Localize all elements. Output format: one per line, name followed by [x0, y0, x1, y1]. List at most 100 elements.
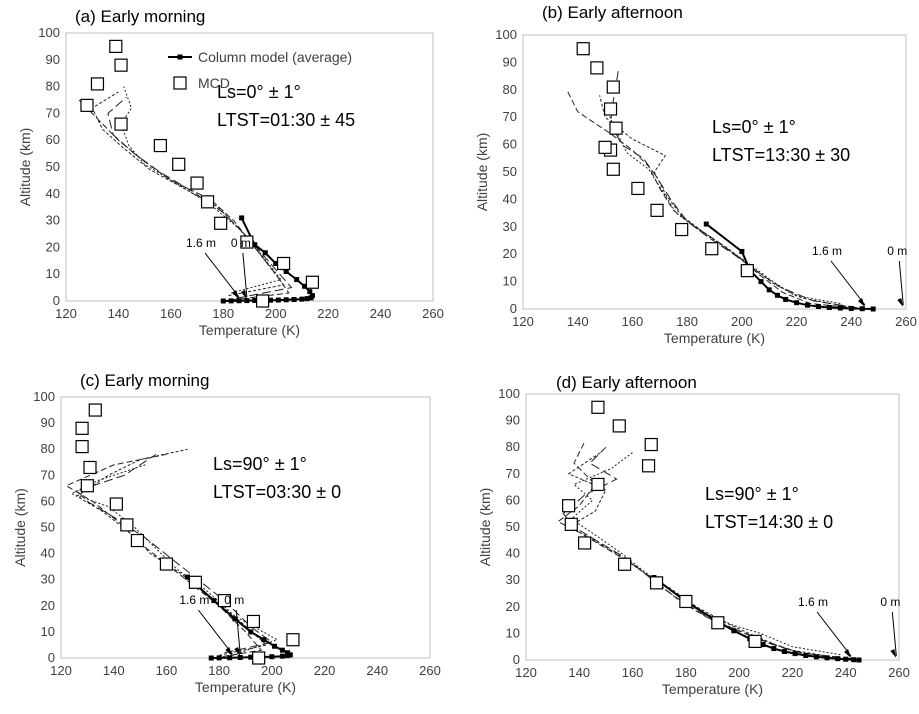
label-0m: 0 m [887, 244, 907, 258]
panel-title: (a) Early morning [75, 7, 205, 26]
panel-3: (c) Early morning 0 10 20 30 40 50 60 70 80 90 100 1… [12, 371, 441, 695]
column-model-point [826, 304, 832, 310]
column-model-point [731, 628, 737, 634]
y-tick-label: 100 [495, 27, 517, 42]
column-model-point [824, 655, 830, 661]
x-tick-label: 140 [108, 306, 130, 321]
y-tick-label: 20 [41, 598, 55, 613]
column-model-point [843, 656, 849, 662]
y-tick-label: 60 [506, 492, 520, 507]
y-tick-label: 90 [41, 415, 55, 430]
mcd-point [606, 162, 620, 176]
y-tick-label: 90 [506, 413, 520, 428]
y-tick-label: 50 [41, 520, 55, 535]
mcd-point [675, 222, 689, 237]
column-model-point [859, 306, 865, 312]
mcd-point [305, 275, 320, 289]
column-model-point [273, 260, 279, 266]
mcd-point [564, 517, 578, 531]
x-tick-label: 200 [728, 665, 750, 680]
arrowhead-1-6m [857, 298, 865, 307]
column-model-point [299, 296, 305, 302]
mcd-point [109, 39, 123, 54]
mcd-point [75, 421, 89, 435]
x-tick-label: 220 [317, 306, 339, 321]
mcd-point [80, 479, 94, 493]
x-tick-label: 160 [622, 314, 644, 329]
y-tick-label: 10 [46, 266, 60, 281]
column-model-point [781, 648, 787, 654]
column-model-point [285, 653, 291, 659]
arrow-0m [235, 609, 241, 655]
y-tick-label: 30 [46, 213, 60, 228]
mcd-point [711, 616, 725, 630]
x-tick-label: 220 [782, 665, 804, 680]
mcd-point [606, 80, 620, 94]
y-tick-label: 10 [503, 274, 517, 289]
legend-model-label: Column model (average) [198, 49, 352, 65]
model-run-line [107, 96, 293, 299]
y-tick-label: 0 [513, 652, 520, 667]
panel-4: (d) Early afternoon 0 10 20 30 40 50 60 70 80 90 10… [477, 373, 910, 697]
column-model-point [783, 296, 789, 302]
x-tick-label: 180 [676, 314, 698, 329]
label-1-6m: 1.6 m [179, 593, 209, 607]
mcd-point [214, 216, 228, 230]
column-model-point [244, 298, 250, 304]
column-model-line [653, 576, 860, 661]
condition-annotation: LTST=03:30 ± 0 [213, 482, 341, 502]
x-tick-label: 160 [622, 665, 644, 680]
y-tick-label: 0 [53, 293, 60, 308]
arrow-1-6m [197, 609, 233, 655]
y-tick-label: 70 [46, 105, 60, 120]
mcd-point [591, 477, 605, 492]
column-model-point [291, 297, 297, 303]
plot-area-frame [60, 396, 431, 659]
x-tick-label: 120 [50, 663, 72, 678]
legend: Column model (average) MCD [168, 49, 352, 91]
column-model-point [261, 637, 267, 643]
mcd-point [705, 242, 719, 256]
column-model-point [766, 287, 772, 293]
y-axis-label: Altitude (km) [12, 488, 28, 567]
x-axis-label: Temperature (K) [664, 330, 765, 346]
condition-annotation: LTST=14:30 ± 0 [705, 512, 833, 532]
x-tick-label: 260 [419, 663, 441, 678]
mcd-point [641, 459, 656, 473]
mcd-point [576, 42, 590, 56]
y-tick-label: 90 [46, 52, 60, 67]
mcd-point [617, 557, 632, 571]
y-tick-label: 80 [506, 439, 520, 454]
column-model-point [227, 655, 233, 661]
column-model-point [211, 598, 217, 604]
mcd-point [644, 437, 658, 452]
x-tick-label: 180 [675, 665, 697, 680]
condition-annotation: Ls=0° ± 1° [712, 117, 796, 137]
mcd-point [114, 117, 128, 131]
mcd-point [190, 176, 204, 190]
y-tick-label: 20 [503, 246, 517, 261]
column-model-point [803, 652, 809, 658]
column-model-point [813, 654, 819, 660]
column-model-point [771, 646, 777, 652]
y-tick-label: 40 [503, 191, 517, 206]
arrow-0m [898, 260, 904, 306]
column-model-point [236, 298, 242, 304]
plot-area-frame [522, 34, 907, 310]
y-tick-label: 100 [498, 386, 520, 401]
mcd-point [130, 533, 145, 548]
x-tick-label: 140 [567, 314, 589, 329]
arrow-0m [242, 252, 248, 298]
y-tick-label: 40 [46, 186, 60, 201]
column-model-point [848, 305, 854, 311]
x-tick-label: 260 [422, 306, 444, 321]
y-tick-label: 60 [503, 137, 517, 152]
column-model-line [705, 223, 874, 310]
x-tick-label: 220 [786, 314, 808, 329]
column-model-point [285, 650, 291, 656]
column-model-point [228, 298, 234, 304]
y-tick-label: 10 [506, 625, 520, 640]
arrowhead-1-6m [844, 649, 852, 658]
